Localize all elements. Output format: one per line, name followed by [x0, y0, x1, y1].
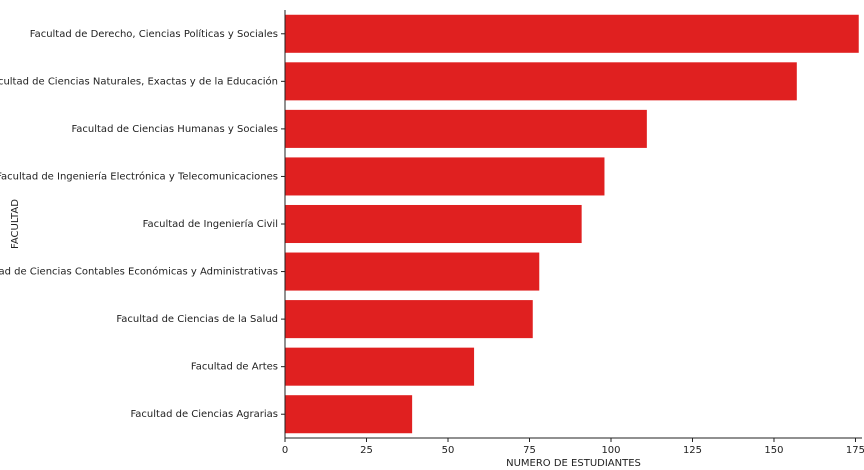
x-tick-label: 25 [360, 445, 373, 456]
x-tick-label: 125 [683, 445, 702, 456]
y-tick-label: Facultad de Derecho, Ciencias Políticas … [30, 28, 278, 40]
bar [285, 252, 540, 291]
y-tick-label: Facultad de Ingeniería Electrónica y Tel… [0, 170, 278, 182]
x-tick-label: 0 [282, 445, 288, 456]
x-tick-label: 50 [442, 445, 455, 456]
x-tick-label: 100 [601, 445, 620, 456]
y-tick-labels: Facultad de Derecho, Ciencias Políticas … [0, 28, 285, 420]
bar [285, 157, 605, 196]
x-tick-label: 175 [846, 445, 864, 456]
x-tick-labels: 0 25 50 75 100 125 150 175 [282, 438, 864, 456]
bar [285, 395, 413, 434]
x-tick-label: 75 [523, 445, 536, 456]
bar [285, 62, 797, 101]
y-tick-label: Facultad de Ciencias Humanas y Sociales [71, 124, 278, 135]
y-tick-label: Facultad de Ciencias Naturales, Exactas … [0, 75, 278, 87]
x-axis-label: NUMERO DE ESTUDIANTES [506, 458, 641, 469]
y-tick-label: Facultad de Ciencias de la Salud [116, 314, 278, 325]
bar [285, 300, 533, 339]
bars-layer [285, 14, 859, 434]
y-tick-label: Facultad de Ingeniería Civil [143, 218, 278, 230]
y-tick-label: Facultad de Ciencias Contables Económica… [0, 266, 278, 278]
bar [285, 204, 582, 244]
y-tick-label: Facultad de Ciencias Agrarias [130, 409, 278, 420]
bar [285, 347, 475, 386]
bar [285, 14, 859, 53]
y-tick-label: Facultad de Artes [191, 362, 278, 373]
y-axis-label: FACULTAD [10, 199, 21, 249]
x-tick-label: 150 [764, 445, 783, 456]
bar [285, 109, 647, 148]
